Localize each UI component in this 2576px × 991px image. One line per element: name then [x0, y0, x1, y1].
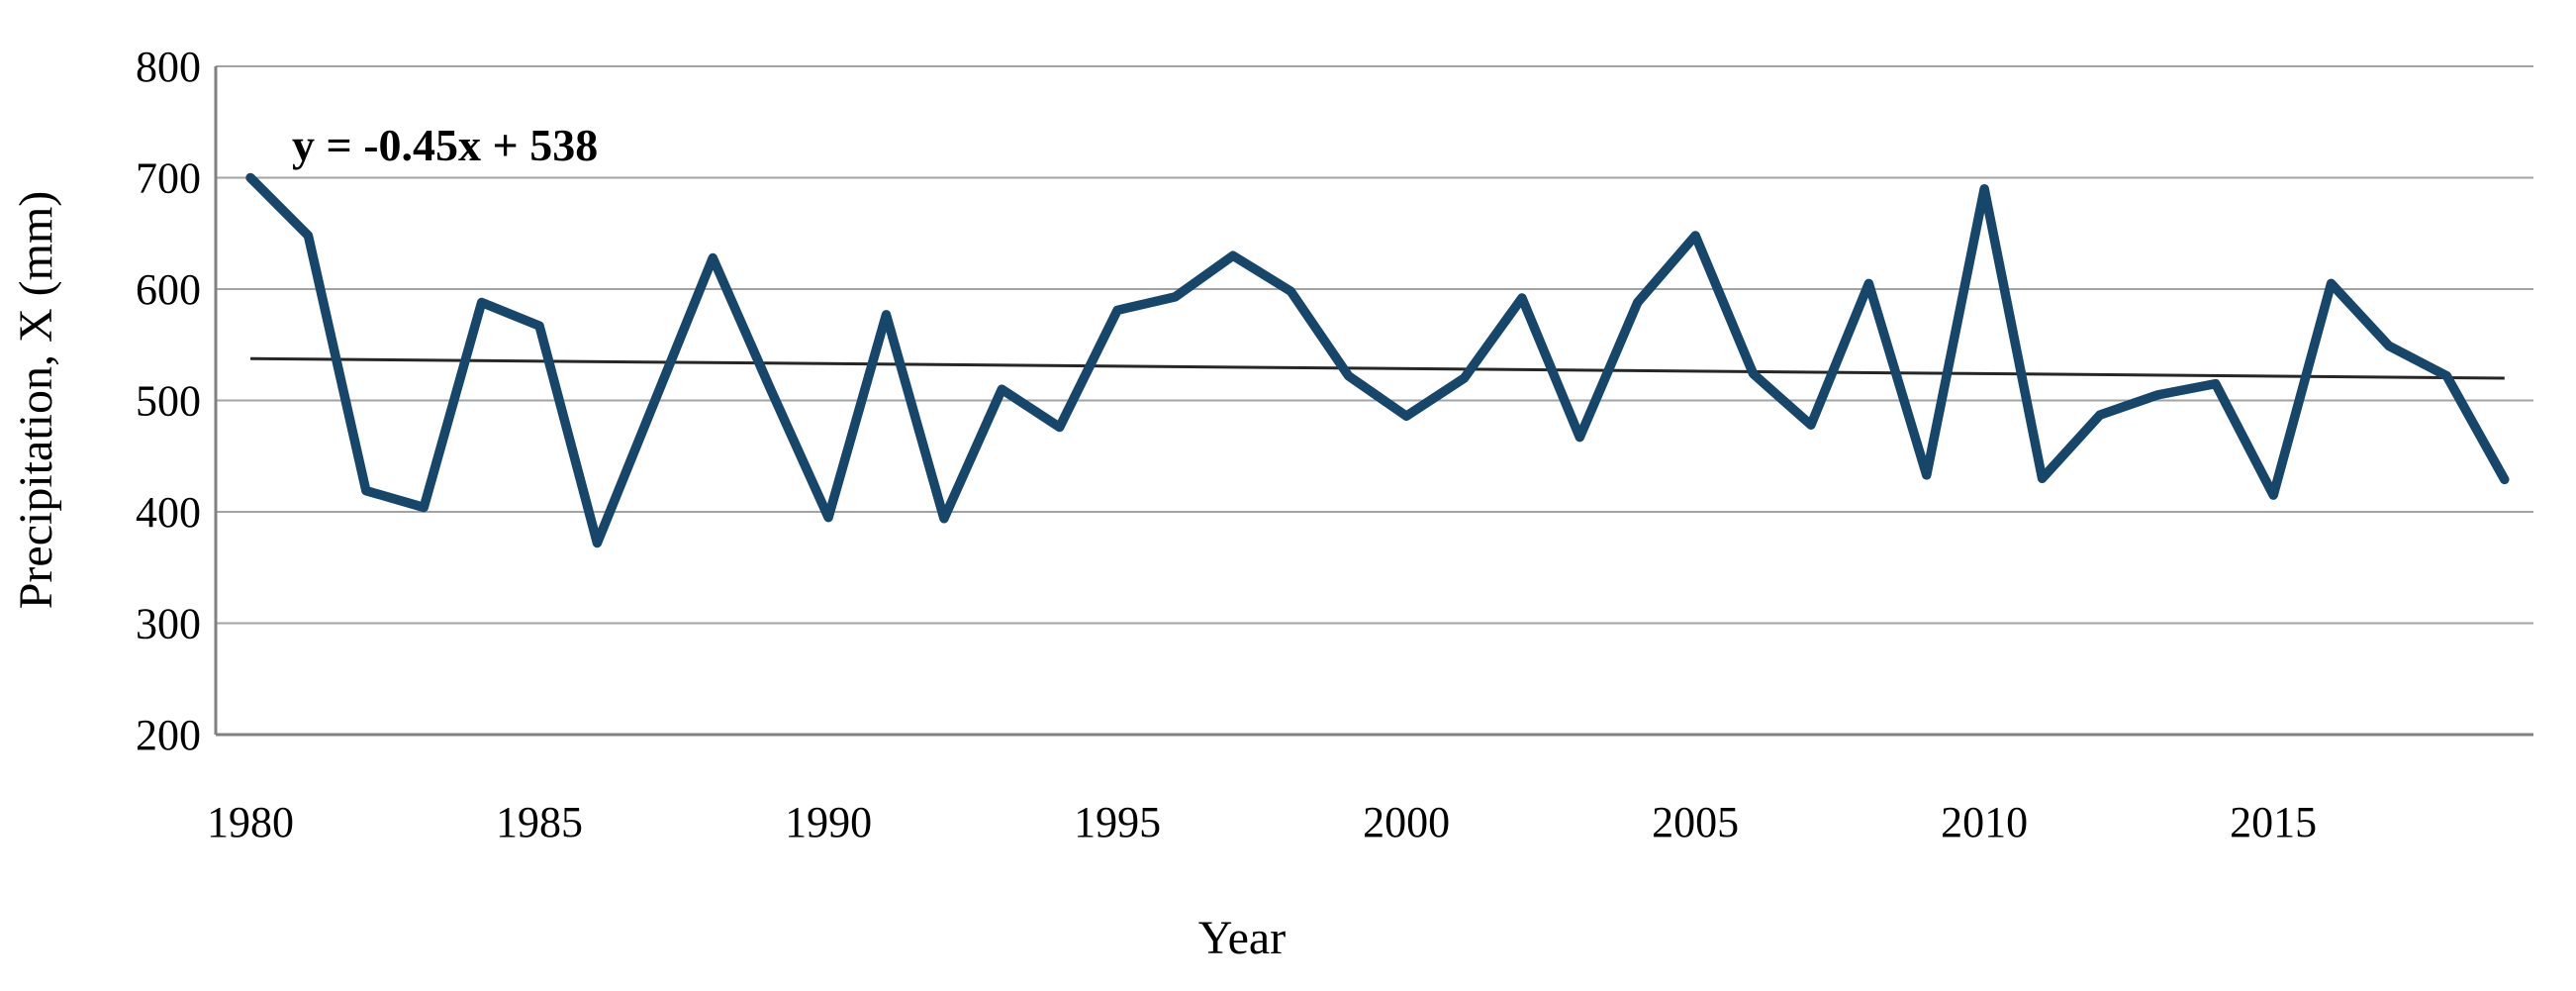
x-tick-label-1990: 1990 [785, 798, 872, 846]
trend-equation-annotation: y = -0.45x + 538 [292, 120, 598, 170]
x-tick-label-2005: 2005 [1652, 798, 1739, 846]
y-tick-label-400: 400 [136, 488, 201, 537]
x-axis-title: Year [1198, 912, 1286, 964]
series-line-layer [245, 172, 2510, 548]
x-tick-label-1980: 1980 [207, 798, 294, 846]
x-tick-label-1985: 1985 [496, 798, 583, 846]
y-tick-label-600: 600 [136, 265, 201, 314]
trend-line-layer [250, 356, 2505, 380]
x-tick-label-1995: 1995 [1074, 798, 1161, 846]
x-tick-label-2015: 2015 [2230, 798, 2317, 846]
x-tick-label-2010: 2010 [1941, 798, 2028, 846]
axes-layer [214, 66, 2533, 737]
y-axis-title: Precipitation, X (mm) [10, 191, 62, 610]
y-tick-label-700: 700 [136, 154, 201, 203]
y-tick-label-300: 300 [136, 600, 201, 648]
series-line-0 [245, 172, 2510, 548]
y-tick-label-500: 500 [136, 377, 201, 426]
y-tick-label-200: 200 [136, 711, 201, 759]
trend-line [250, 356, 2505, 380]
y-tick-label-800: 800 [136, 43, 201, 91]
x-tick-label-2000: 2000 [1363, 798, 1450, 846]
